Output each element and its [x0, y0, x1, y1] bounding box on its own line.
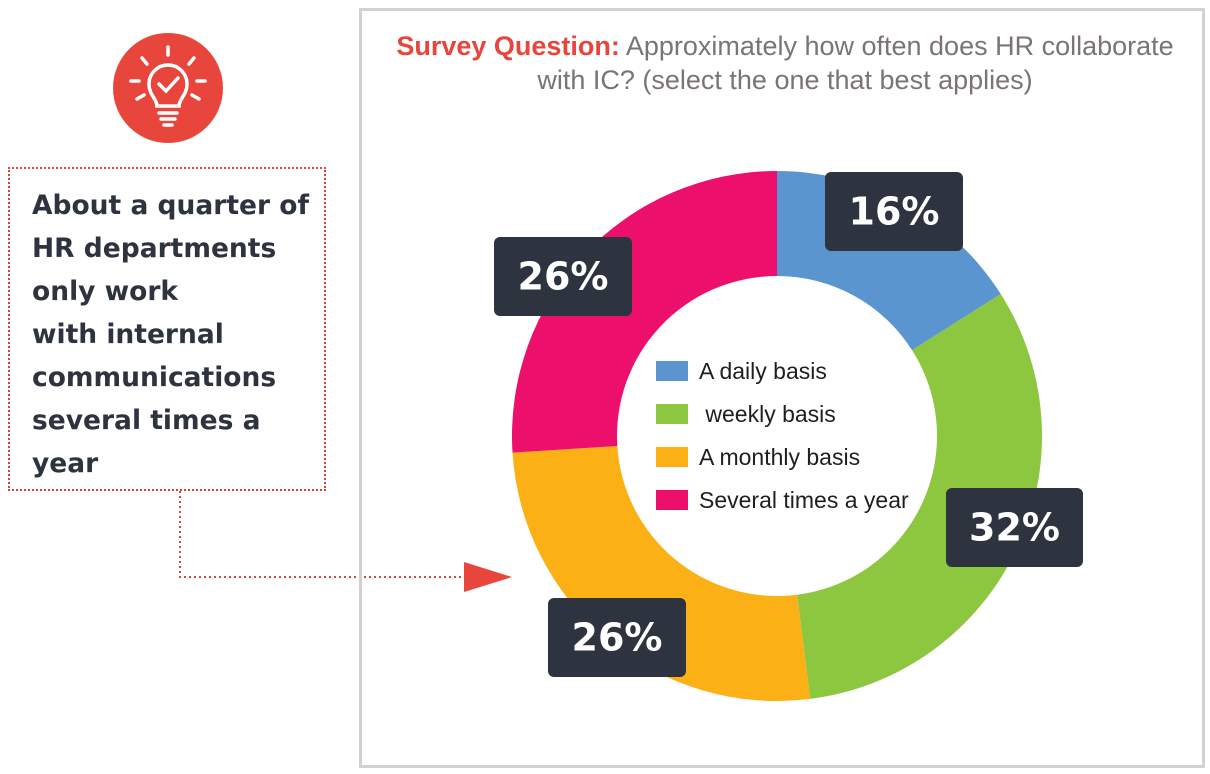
value-label-2: 32%	[946, 488, 1083, 567]
legend-item-3: A monthly basis	[656, 444, 860, 470]
donut-slice-4	[511, 170, 777, 453]
value-label-text: 26%	[572, 616, 663, 660]
value-label-box	[825, 172, 963, 251]
value-label-box	[494, 237, 632, 316]
question-label: Survey Question:	[396, 31, 620, 61]
survey-question: Survey Question: Approximately how often…	[372, 29, 1198, 97]
callout-box: About a quarter of HR departments only w…	[8, 167, 326, 491]
value-label-text: 26%	[518, 255, 609, 299]
value-label-text: 16%	[849, 190, 940, 234]
value-label-1: 16%	[825, 172, 963, 251]
legend-swatch	[656, 447, 688, 467]
value-label-text: 32%	[969, 506, 1060, 550]
legend-item-1: A daily basis	[656, 358, 827, 384]
donut-slice-3	[512, 446, 811, 701]
donut-slice-2	[797, 294, 1042, 699]
legend-item-4: Several times a year	[656, 487, 909, 513]
value-label-4: 26%	[494, 237, 632, 316]
legend-item-2: weekly basis	[656, 401, 836, 427]
lightbulb-check-icon	[129, 45, 207, 127]
legend-label: Several times a year	[699, 487, 909, 513]
value-label-box	[946, 488, 1083, 567]
chart-panel: Survey Question: Approximately how often…	[359, 8, 1205, 768]
lightbulb-badge	[113, 33, 223, 143]
callout-text: About a quarter of HR departments only w…	[32, 190, 310, 479]
value-label-box	[548, 598, 686, 677]
question-text: Approximately how often does HR collabor…	[537, 31, 1174, 95]
legend-swatch	[656, 404, 688, 424]
legend-label: A daily basis	[699, 358, 827, 384]
legend-swatch	[656, 490, 688, 510]
legend-label: weekly basis	[699, 401, 836, 427]
legend-swatch	[656, 361, 688, 381]
value-label-3: 26%	[548, 598, 686, 677]
legend-label: A monthly basis	[699, 444, 860, 470]
